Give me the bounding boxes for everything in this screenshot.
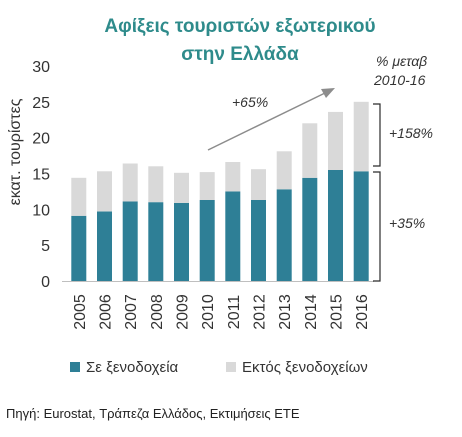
y-tick-label: 20 [32, 131, 50, 148]
x-axis-labels: 2005 2006 2007 2008 2009 2010 2011 2012 2013 2014… [72, 294, 371, 330]
bar-non-hotels-2005 [71, 177, 87, 216]
bar-series [71, 101, 369, 281]
x-tick-label: 2016 [354, 294, 371, 330]
y-axis-ticks: 0 5 10 15 20 25 30 [32, 59, 50, 291]
bracket-hotel [373, 171, 381, 282]
y-tick-label: 30 [32, 59, 50, 76]
legend-swatch-non-hotels [226, 362, 236, 372]
bar-non-hotels-2012 [251, 169, 266, 200]
trend-arrow [207, 88, 335, 151]
bar-non-hotels-2016 [353, 101, 369, 172]
bar-hotels-2006 [97, 211, 112, 281]
bar-hotels-2012 [251, 200, 266, 281]
bar-non-hotels-2006 [97, 171, 112, 212]
change-header-line-2: 2010-16 [373, 72, 426, 88]
bar-non-hotels-2010 [199, 172, 215, 200]
x-tick-label: 2015 [329, 294, 346, 330]
bar-non-hotels-2013 [276, 151, 292, 190]
bracket-label-hotel: +35% [389, 215, 425, 231]
bar-non-hotels-2011 [225, 162, 241, 192]
bar-hotels-2016 [353, 171, 369, 281]
x-tick-label: 2007 [123, 294, 140, 330]
bar-non-hotels-2009 [174, 172, 189, 203]
bar-hotels-2015 [328, 169, 343, 281]
x-tick-label: 2013 [277, 294, 294, 330]
bar-hotels-2014 [302, 177, 318, 281]
x-tick-label: 2014 [303, 294, 320, 330]
legend: Σε ξενοδοχεία Εκτός ξενοδοχείων [70, 359, 368, 376]
bar-hotels-2008 [148, 202, 164, 281]
x-tick-label: 2008 [149, 294, 166, 330]
bar-non-hotels-2007 [122, 163, 138, 202]
bar-non-hotels-2014 [302, 123, 318, 178]
x-tick-label: 2010 [200, 294, 217, 330]
legend-label-non-hotels: Εκτός ξενοδοχείων [242, 359, 368, 376]
y-tick-label: 15 [32, 167, 50, 184]
x-tick-label: 2012 [252, 294, 269, 330]
bar-hotels-2011 [225, 191, 241, 281]
bar-hotels-2009 [174, 202, 189, 281]
chart-title-line-1: Αφίξεις τουριστών εξωτερικού [104, 16, 375, 37]
legend-label-hotels: Σε ξενοδοχεία [86, 359, 179, 376]
y-tick-label: 25 [32, 95, 50, 112]
bar-hotels-2005 [71, 215, 87, 281]
x-tick-label: 2009 [175, 294, 192, 330]
bar-hotels-2010 [199, 200, 215, 281]
bracket-non-hotel [373, 103, 381, 167]
bar-hotels-2007 [122, 201, 138, 281]
y-tick-label: 0 [41, 274, 50, 291]
y-axis-label: εκατ. τουρίστες [7, 98, 24, 205]
x-tick-label: 2006 [98, 294, 115, 330]
trend-label: +65% [232, 94, 268, 110]
bar-non-hotels-2008 [148, 166, 164, 203]
x-tick-label: 2005 [72, 294, 89, 330]
bracket-label-non-hotel: +158% [389, 125, 433, 141]
change-header-line-1: % μεταβ [376, 53, 427, 69]
legend-swatch-hotels [70, 362, 80, 372]
source-note: Πηγή: Eurostat, Τράπεζα Ελλάδος, Εκτιμήσ… [6, 406, 300, 421]
y-tick-label: 10 [32, 202, 50, 219]
chart-title-line-2: στην Ελλάδα [181, 44, 299, 65]
y-tick-label: 5 [41, 238, 50, 255]
bar-non-hotels-2015 [328, 111, 343, 170]
x-tick-label: 2011 [226, 295, 243, 330]
bar-hotels-2013 [276, 189, 292, 281]
